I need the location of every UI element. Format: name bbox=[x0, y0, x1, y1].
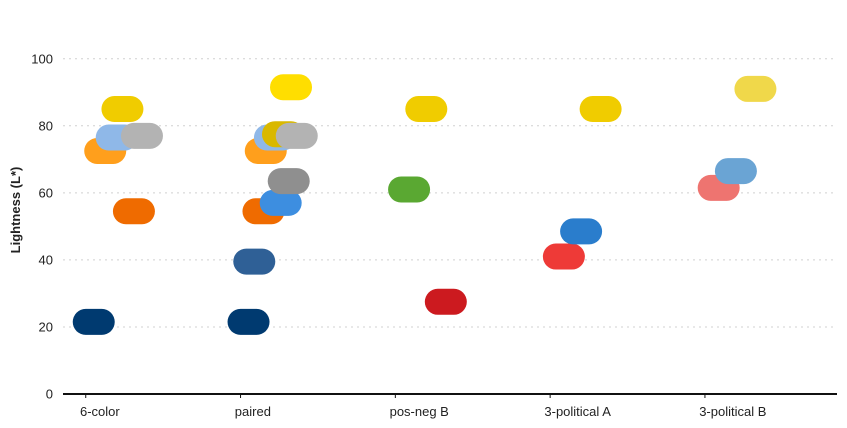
x-axis-categories: 6-color paired pos-neg B 3-political A 3-pol… bbox=[80, 394, 766, 419]
y-tick-label: 60 bbox=[39, 185, 53, 200]
y-tick-label: 80 bbox=[39, 118, 53, 133]
data-point bbox=[579, 96, 622, 123]
data-point bbox=[405, 96, 448, 123]
y-tick-label: 40 bbox=[39, 252, 53, 267]
data-point bbox=[120, 122, 163, 149]
x-category-label: paired bbox=[235, 404, 271, 419]
data-point bbox=[388, 176, 431, 203]
x-category-label: 3-political B bbox=[699, 404, 766, 419]
data-point bbox=[714, 158, 757, 185]
data-point bbox=[542, 243, 585, 270]
data-point bbox=[267, 168, 310, 195]
y-axis-ticks: 0 20 40 60 80 100 bbox=[31, 51, 53, 401]
data-point bbox=[270, 74, 313, 101]
data-point bbox=[72, 308, 115, 335]
data-point bbox=[112, 198, 155, 225]
data-point bbox=[233, 248, 276, 275]
x-category-label: 3-political A bbox=[544, 404, 611, 419]
data-point bbox=[101, 96, 144, 123]
data-point bbox=[227, 308, 270, 335]
data-points bbox=[72, 74, 777, 335]
y-axis-title: Lightness (L*) bbox=[8, 167, 23, 254]
x-category-label: pos-neg B bbox=[390, 404, 449, 419]
data-point bbox=[424, 288, 467, 315]
data-point bbox=[259, 189, 302, 216]
y-tick-label: 100 bbox=[31, 51, 53, 66]
y-tick-label: 0 bbox=[46, 387, 53, 402]
x-category-label: 6-color bbox=[80, 404, 120, 419]
data-point bbox=[734, 75, 777, 102]
data-point bbox=[275, 122, 318, 149]
y-tick-label: 20 bbox=[39, 319, 53, 334]
data-point bbox=[560, 218, 603, 245]
